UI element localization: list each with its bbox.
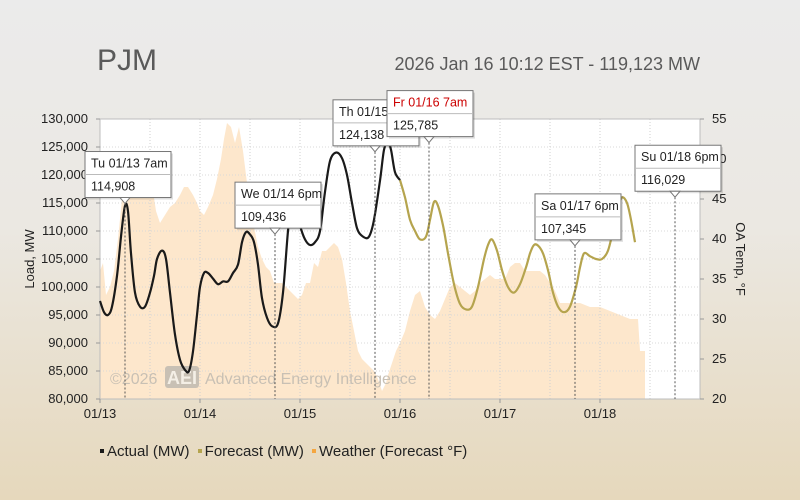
forecast-line (398, 179, 637, 314)
annotation-time: Fr 01/16 7am (393, 96, 467, 110)
annotation-time: Th 01/15 (339, 105, 388, 119)
annotation-time: Sa 01/17 6pm (541, 199, 619, 213)
load-lines (98, 141, 637, 374)
annotation-pointer (422, 136, 436, 144)
annotation: Fr 01/16 7am 125,785 (386, 90, 475, 399)
watermark-badge-bg (165, 366, 199, 388)
y2-tick-label: 20 (712, 391, 726, 406)
legend-item-forecast[interactable]: Forecast (MW) (197, 443, 304, 460)
y-tick-label: 95,000 (48, 307, 88, 322)
x-tick-label: 01/16 (384, 406, 417, 421)
annotation: Sa 01/17 6pm 107,345 (534, 193, 623, 399)
y-tick-label: 80,000 (48, 391, 88, 406)
annotation: Su 01/18 6pm 116,029 (634, 144, 723, 399)
legend: Actual (MW) Forecast (MW) Weather (Forec… (100, 443, 471, 460)
annotation-time: We 01/14 6pm (241, 187, 322, 201)
y-tick-label: 100,000 (41, 279, 88, 294)
x-tick-label: 01/18 (584, 406, 617, 421)
y-tick-label: 90,000 (48, 335, 88, 350)
annotation: Tu 01/13 7am 114,908 (84, 151, 173, 399)
legend-item-weather[interactable]: Weather (Forecast °F) (312, 443, 467, 460)
y2-tick-label: 35 (712, 271, 726, 286)
y-tick-label: 110,000 (42, 223, 88, 238)
annotation-value: 107,345 (541, 222, 586, 236)
y-tick-label: 125,000 (41, 139, 88, 154)
x-tick-label: 01/17 (484, 406, 517, 421)
y-tick-label: 105,000 (41, 251, 88, 266)
y2-tick-label: 25 (712, 351, 726, 366)
annotation-value: 116,029 (641, 173, 685, 187)
legend-label-weather: Weather (Forecast °F) (319, 443, 468, 460)
y-tick-label: 85,000 (48, 363, 88, 378)
annotation-pointer (118, 197, 132, 205)
x-tick-label: 01/14 (184, 406, 217, 421)
legend-label-forecast: Forecast (MW) (204, 443, 304, 460)
x-tick-label: 01/13 (84, 406, 117, 421)
y2-tick-label: 45 (712, 191, 726, 206)
legend-marker-forecast (197, 449, 202, 454)
annotation-pointer (368, 145, 382, 153)
watermark-copyright: ©2026 (110, 371, 157, 388)
annotation-value: 124,138 (339, 128, 384, 142)
y2-tick-label: 55 (712, 111, 726, 126)
annotation-pointer (568, 239, 582, 247)
annotation-value: 109,436 (241, 210, 286, 224)
y-tick-label: 130,000 (41, 111, 88, 126)
annotation-time: Tu 01/13 7am (91, 157, 168, 171)
watermark: ©2026 AEI Advanced Energy Intelligence (110, 366, 417, 388)
y2-axis-label: OA Temp, °F (733, 222, 748, 296)
annotation: We 01/14 6pm 109,436 (234, 181, 323, 399)
watermark-name: Advanced Energy Intelligence (205, 371, 417, 388)
x-tick-label: 01/15 (284, 406, 317, 421)
annotation-time: Su 01/18 6pm (641, 150, 719, 164)
legend-marker-actual (100, 449, 104, 454)
status-readout: 2026 Jan 16 10:12 EST - 119,123 MW (394, 54, 700, 74)
annotation-value: 125,785 (393, 119, 438, 133)
watermark-badge: AEI (167, 368, 197, 388)
peak-annotations: Tu 01/13 7am 114,908 We 01/14 6pm 109,436 Th… (84, 90, 723, 399)
annotation-value: 114,908 (91, 180, 135, 194)
legend-item-actual[interactable]: Actual (MW) (100, 443, 190, 460)
annotation-pointer (268, 227, 282, 235)
legend-marker-weather (312, 449, 317, 454)
actual-line (98, 141, 401, 374)
y-tick-label: 115,000 (42, 195, 88, 210)
y2-tick-label: 30 (712, 311, 726, 326)
y2-tick-label: 40 (712, 231, 726, 246)
annotation-pointer (668, 190, 682, 199)
region-title: PJM (97, 44, 157, 77)
y-axis-label: Load, MW (22, 229, 37, 289)
legend-label-actual: Actual (MW) (107, 443, 190, 460)
y-tick-label: 120,000 (41, 167, 88, 182)
